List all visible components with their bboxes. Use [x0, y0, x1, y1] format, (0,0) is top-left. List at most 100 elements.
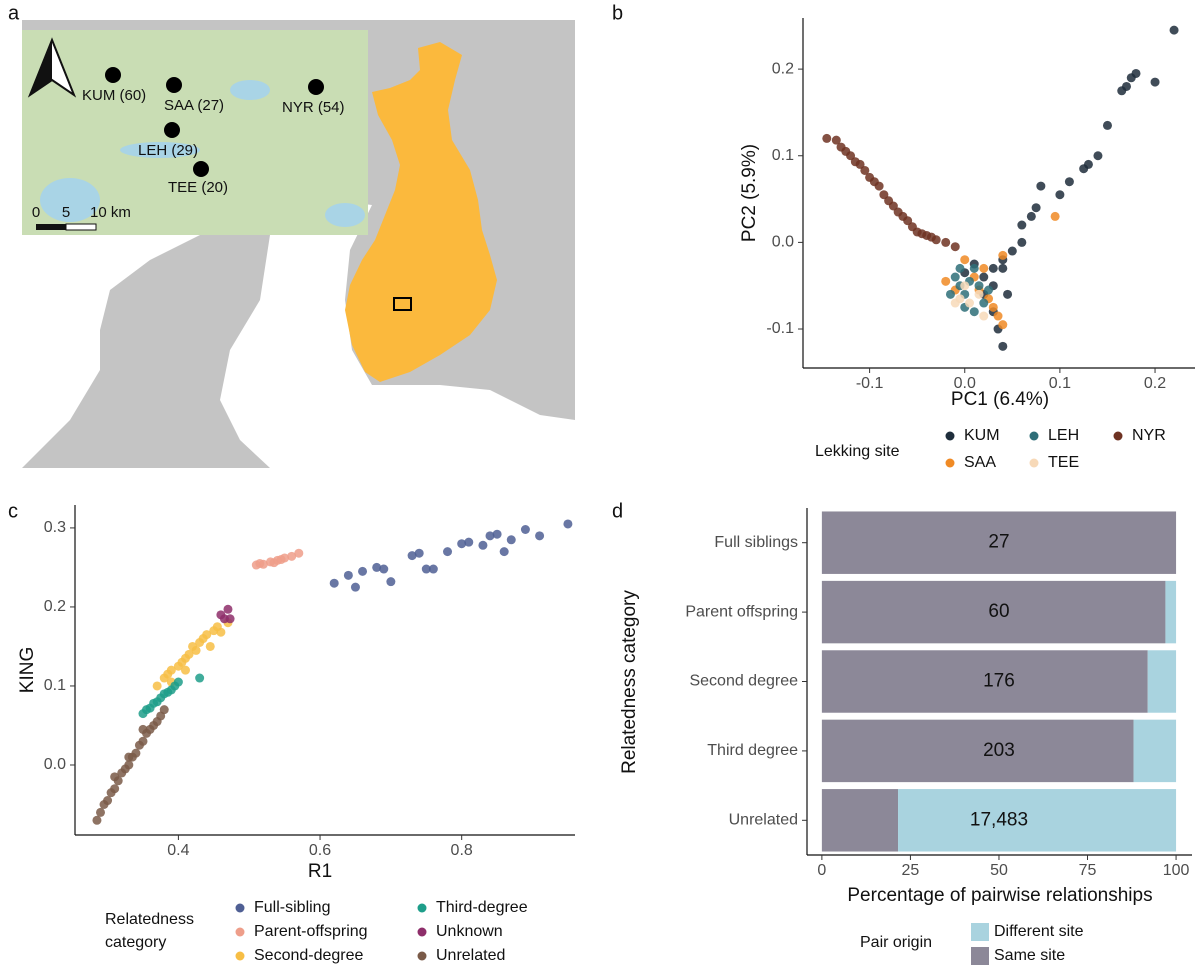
point — [500, 547, 509, 556]
y-tick-label: 0.2 — [772, 60, 794, 77]
legend-marker — [236, 952, 245, 961]
point — [124, 760, 133, 769]
point — [379, 565, 388, 574]
bar-segment — [822, 789, 898, 851]
point — [216, 628, 225, 637]
point — [96, 808, 105, 817]
point — [195, 674, 204, 683]
point — [493, 530, 502, 539]
panel-letter: c — [8, 500, 18, 522]
y-tick-label: 0.2 — [44, 598, 66, 615]
point — [223, 605, 232, 614]
bar-segment — [898, 789, 1176, 851]
point — [1017, 221, 1026, 230]
y-axis-title: PC2 (5.9%) — [739, 144, 760, 242]
point — [994, 312, 1003, 321]
point — [153, 681, 162, 690]
point — [226, 614, 235, 623]
y-tick-label: 0.1 — [772, 147, 794, 164]
point — [507, 535, 516, 544]
point — [192, 646, 201, 655]
legend-label: Parent-offspring — [254, 923, 368, 940]
site-label: NYR (54) — [282, 99, 345, 116]
bar-count-label: 176 — [983, 671, 1015, 692]
y-tick-label: 0.0 — [44, 756, 66, 773]
bar-segment — [1148, 650, 1176, 712]
point — [92, 816, 101, 825]
legend-marker — [1114, 432, 1123, 441]
legend-title: Lekking site — [815, 443, 900, 460]
site-marker — [166, 77, 182, 93]
point — [960, 255, 969, 264]
site-label: SAA (27) — [164, 97, 224, 114]
point — [941, 238, 950, 247]
point — [138, 725, 147, 734]
point — [970, 307, 979, 316]
lake — [325, 203, 365, 227]
point — [478, 541, 487, 550]
site-marker — [164, 122, 180, 138]
point — [960, 281, 969, 290]
site-marker — [105, 67, 121, 83]
point — [415, 549, 424, 558]
point — [464, 538, 473, 547]
point — [984, 286, 993, 295]
point — [979, 273, 988, 282]
x-axis-title: R1 — [308, 861, 332, 882]
point — [563, 519, 572, 528]
scale-label: 5 — [62, 204, 70, 221]
bar-segment — [822, 720, 1134, 782]
legend-label: Unrelated — [436, 947, 505, 964]
point — [386, 577, 395, 586]
bar-count-label: 203 — [983, 740, 1015, 761]
legend-marker — [418, 952, 427, 961]
point — [110, 772, 119, 781]
point — [998, 342, 1007, 351]
legend-label: NYR — [1132, 427, 1166, 444]
x-axis-title: PC1 (6.4%) — [951, 389, 1049, 410]
point — [979, 264, 988, 273]
bar-count-label: 60 — [988, 601, 1009, 622]
y-tick-label: -0.1 — [766, 320, 794, 337]
point — [1127, 73, 1136, 82]
y-tick-label: Full siblings — [714, 534, 798, 551]
point — [998, 264, 1007, 273]
point — [330, 579, 339, 588]
scale-label: 10 km — [90, 204, 131, 221]
point — [1017, 238, 1026, 247]
point — [1036, 182, 1045, 191]
point — [1027, 212, 1036, 221]
point — [989, 264, 998, 273]
legend-title: Pair origin — [860, 934, 932, 951]
y-axis-title: Relatedness category — [619, 590, 640, 774]
point — [822, 134, 831, 143]
legend-label: SAA — [964, 454, 996, 471]
point — [932, 235, 941, 244]
legend-marker — [418, 928, 427, 937]
point — [138, 737, 147, 746]
point — [1117, 86, 1126, 95]
x-tick-label: 0 — [817, 862, 826, 879]
scale-bar — [66, 224, 96, 230]
point — [955, 264, 964, 273]
bar-count-label: 27 — [988, 532, 1009, 553]
site-label: LEH (29) — [138, 142, 198, 159]
scale-label: 0 — [32, 204, 40, 221]
legend-marker — [418, 904, 427, 913]
legend-label: Second-degree — [254, 947, 364, 964]
point — [998, 251, 1007, 260]
point — [535, 531, 544, 540]
point — [1051, 212, 1060, 221]
point — [970, 264, 979, 273]
point — [1003, 290, 1012, 299]
site-label: KUM (60) — [82, 87, 146, 104]
point — [103, 796, 112, 805]
point — [965, 299, 974, 308]
panel-letter: b — [612, 2, 623, 24]
point — [1032, 203, 1041, 212]
x-tick-label: 0.8 — [451, 842, 473, 859]
legend-marker — [1030, 459, 1039, 468]
x-tick-label: -0.1 — [856, 375, 884, 392]
point — [181, 666, 190, 675]
point — [1151, 78, 1160, 87]
